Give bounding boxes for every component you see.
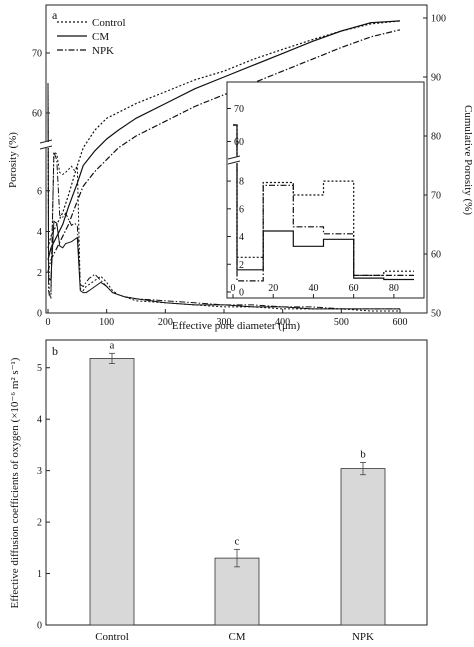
axis-break-left [39,139,53,150]
panel-b: b a c b 0 1 2 3 4 5 Control CM NPK Effective diff… [9,339,428,643]
y-right-axis-label: Cumulative Porosity (%) [462,105,474,215]
y-left-tick-label: 4 [37,227,42,238]
x-axis-label: Effective pore diameter (μm) [172,320,300,332]
inset-y-tick-label: 2 [239,260,244,271]
significance-letter-cm: c [235,535,240,547]
x-tick-label: 400 [275,317,290,328]
b-y-tick-label: 3 [37,466,42,477]
y-left-axis-label: Porosity (%) [7,132,19,188]
significance-letter-npk: b [360,448,366,460]
bar-control [89,358,135,626]
y-right-tick-label: 50 [431,309,441,320]
legend-label-cm: CM [92,31,109,43]
inset-x-tick-label: 20 [268,283,278,294]
significance-letter-control: a [110,339,115,351]
legend-label-control: Control [92,17,126,29]
cumulative-line-control [47,20,401,249]
inset-series-group [233,124,414,282]
y-right-axis-ticks: 50 60 70 80 90 100 [423,14,446,320]
inset-x-tick-label: 60 [349,283,359,294]
inset-axis-break [227,155,241,165]
x-tick-label: 600 [393,317,408,328]
y-right-tick-label: 90 [431,73,441,84]
legend-label-npk: NPK [92,45,114,57]
b-y-tick-label: 1 [37,569,42,580]
inset-line-npk [233,124,414,282]
bar-cm [214,557,260,626]
y-left-tick-label: 2 [37,268,42,279]
b-x-axis-labels: Control CM NPK [95,631,374,643]
inset-x-ticks: 0 20 40 60 80 [231,283,399,298]
b-y-axis-ticks: 0 1 2 3 4 5 [37,363,50,632]
x-category-label-control: Control [95,631,129,643]
porosity-line-cm [47,82,400,310]
b-y-tick-label: 4 [37,415,42,426]
inset-y-tick-label: 4 [239,232,244,243]
y-right-tick-label: 80 [431,132,441,143]
y-right-tick-label: 100 [431,14,446,25]
b-y-tick-label: 5 [37,363,42,374]
panel-a-label: a [52,8,58,22]
y-right-tick-label: 70 [431,191,441,202]
x-tick-label: 200 [158,317,173,328]
inset-frame [226,81,425,299]
x-tick-label: 300 [217,317,232,328]
cumulative-line-npk [47,29,401,272]
legend: Control CM NPK [57,17,126,57]
inset-y-tick-label: 6 [239,204,244,215]
bar-npk [340,468,386,626]
panel-a-frame [45,4,428,314]
x-category-label-npk: NPK [352,631,374,643]
x-tick-label: 100 [99,317,114,328]
x-axis-ticks: 0 100 200 300 400 500 600 [46,309,408,328]
bars-group: a c b [89,339,386,626]
x-tick-label: 500 [334,317,349,328]
b-y-axis-label: Effective diffusion coefficients of oxyg… [9,357,21,608]
b-y-tick-label: 2 [37,518,42,529]
y-left-tick-label: 6 [37,186,42,197]
panel-b-label: b [52,344,58,358]
x-tick-label: 0 [46,317,51,328]
inset-y-tick-label: 70 [234,104,244,115]
x-category-label-cm: CM [228,631,245,643]
inset-x-tick-label: 0 [231,283,236,294]
b-y-tick-label: 0 [37,621,42,632]
inset-y-tick-label: 0 [239,288,244,299]
inset-x-tick-label: 40 [308,283,318,294]
inset-chart: 0 20 40 60 80 0 2 4 6 8 60 70 [226,81,425,299]
inset-y-tick-label: 60 [234,137,244,148]
cumulative-line-cm [47,20,401,261]
inset-x-tick-label: 80 [389,283,399,294]
y-left-tick-label: 70 [32,49,42,60]
cumulative-series-group [47,20,401,272]
porosity-series-group [47,82,400,312]
inset-line-cm [233,124,414,281]
y-left-tick-label: 0 [37,309,42,320]
inset-y-ticks: 0 2 4 6 8 60 70 [227,104,244,299]
inset-y-tick-label: 8 [239,177,244,188]
y-left-tick-label: 60 [32,109,42,120]
porosity-line-npk [47,82,400,310]
y-left-axis-ticks: 0 2 4 6 60 70 [32,49,50,320]
y-right-tick-label: 60 [431,250,441,261]
